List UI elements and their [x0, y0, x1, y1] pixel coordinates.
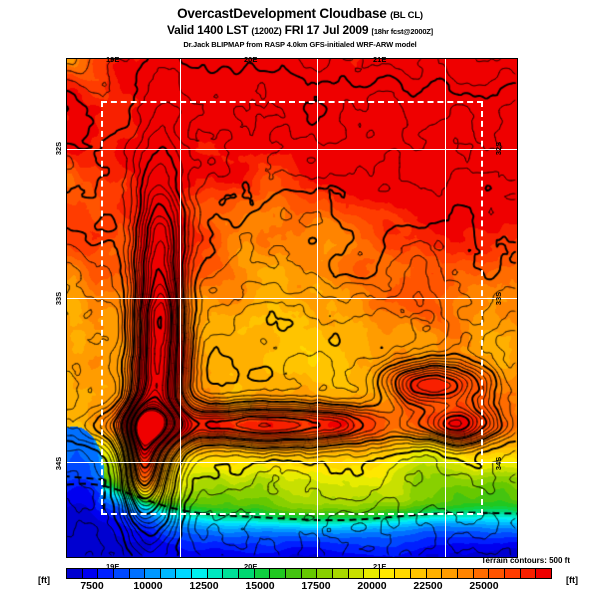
lat-label-32s-left: 32S — [54, 141, 64, 156]
valid-zulu-time: (1200Z) — [251, 26, 282, 36]
colorbar-swatches — [66, 568, 552, 579]
main-title-suffix: (BL CL) — [390, 10, 423, 21]
colorbar-segment-24 — [442, 569, 459, 578]
colorbar-segment-22 — [411, 569, 427, 578]
colorbar-segment-4 — [129, 569, 146, 578]
main-title-text: OvercastDevelopment Cloudbase — [177, 6, 387, 21]
colorbar-unit-right: [ft] — [566, 575, 578, 585]
colorbar-segment-18 — [348, 569, 365, 578]
colorbar-segment-21 — [395, 569, 412, 578]
forecast-hour-tag: [18hr fcst@2000Z] — [371, 27, 434, 36]
colorbar-segment-25 — [458, 569, 474, 578]
colorbar-unit-left: [ft] — [38, 575, 50, 585]
lat-label-32s-right: 32S — [494, 141, 504, 156]
valid-time-line: Valid 1400 LST (1200Z) FRI 17 Jul 2009 [… — [0, 23, 600, 39]
lat-label-34s-right: 34S — [494, 456, 504, 471]
colorbar-segment-3 — [113, 569, 130, 578]
lon-label-21e-bottom: 21E — [373, 562, 387, 571]
lat-label-33s-right: 33S — [494, 291, 504, 306]
forecast-map[interactable] — [66, 58, 518, 558]
colorbar-segment-5 — [145, 569, 161, 578]
lon-label-20e-bottom: 20E — [244, 562, 258, 571]
model-credit-line: Dr.Jack BLIPMAP from RASP 4.0km GFS-init… — [183, 40, 417, 49]
valid-local-time: Valid 1400 LST — [167, 23, 249, 37]
page-title: OvercastDevelopment Cloudbase (BL CL) — [0, 6, 600, 23]
colorbar-segment-13 — [270, 569, 286, 578]
colorbar-segment-28 — [504, 569, 521, 578]
colorbar-segment-8 — [192, 569, 208, 578]
colorbar-segment-27 — [489, 569, 505, 578]
colorbar-segment-2 — [98, 569, 114, 578]
graticule-line-lon-19e — [179, 59, 181, 557]
colorbar-segment-26 — [473, 569, 490, 578]
lon-label-19e: 19E — [106, 55, 120, 64]
cloudbase-field-canvas — [67, 59, 517, 557]
colorbar-segment-30 — [536, 569, 551, 578]
colorbar-tick-12500: 12500 — [189, 580, 219, 592]
colorbar-tick-25000: 25000 — [469, 580, 499, 592]
colorbar-tick-17500: 17500 — [301, 580, 331, 592]
colorbar-segment-12 — [254, 569, 271, 578]
colorbar-tick-20000: 20000 — [357, 580, 387, 592]
valid-date: FRI 17 Jul 2009 — [284, 23, 369, 37]
colorbar-segment-15 — [301, 569, 318, 578]
lon-label-20e: 20E — [244, 55, 258, 64]
colorbar-segment-1 — [82, 569, 99, 578]
colorbar-segment-29 — [520, 569, 537, 578]
colorbar-segment-11 — [239, 569, 255, 578]
graticule-line-lon-20e — [316, 59, 318, 557]
colorbar-tick-22500: 22500 — [413, 580, 443, 592]
graticule-line-lat-32s — [67, 148, 517, 150]
colorbar-segment-17 — [332, 569, 349, 578]
colorbar-tick-10000: 10000 — [133, 580, 163, 592]
colorbar-segment-16 — [317, 569, 333, 578]
colorbar-segment-20 — [379, 569, 396, 578]
terrain-contour-note: Terrain contours: 500 ft — [481, 556, 570, 565]
colorbar-segment-9 — [207, 569, 224, 578]
colorbar-segment-19 — [364, 569, 380, 578]
lon-label-21e: 21E — [373, 55, 387, 64]
colorbar-segment-7 — [176, 569, 193, 578]
graticule-line-lon-21e — [445, 59, 446, 557]
colorbar-tick-7500: 7500 — [80, 580, 104, 592]
graticule-line-lat-33s — [67, 298, 517, 300]
lat-label-34s-left: 34S — [54, 456, 64, 471]
colorbar-segment-6 — [160, 569, 177, 578]
colorbar-segment-23 — [426, 569, 443, 578]
lat-label-33s-left: 33S — [54, 291, 64, 306]
lon-label-19e-bottom: 19E — [106, 562, 120, 571]
colorbar-segment-10 — [223, 569, 240, 578]
colorbar-legend: [ft] [ft] 7500 10000 12500 15000 17500 20000 2… — [0, 567, 600, 600]
graticule-line-lat-34s — [67, 462, 517, 464]
colorbar-segment-0 — [67, 569, 83, 578]
title-block: OvercastDevelopment Cloudbase (BL CL) Va… — [0, 6, 600, 50]
colorbar-tick-15000: 15000 — [245, 580, 275, 592]
colorbar-segment-14 — [285, 569, 302, 578]
colorbar-tick-labels: 7500 10000 12500 15000 17500 20000 22500 25000 — [0, 580, 600, 594]
